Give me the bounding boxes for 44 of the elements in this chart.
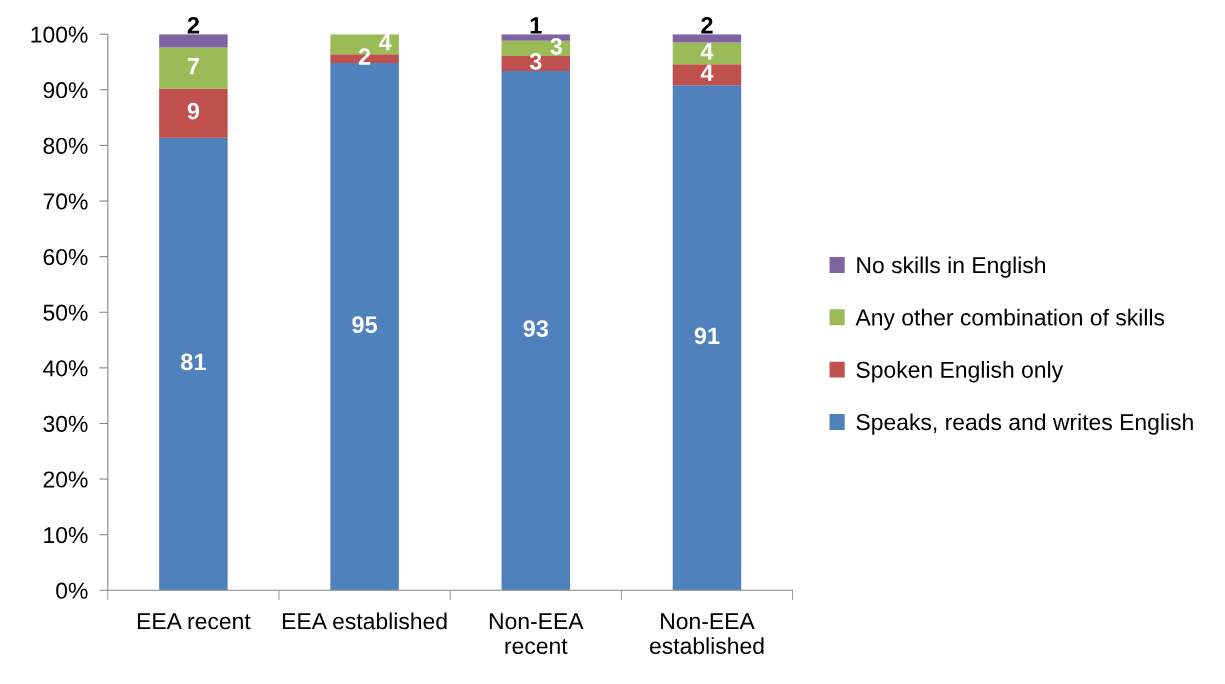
legend-label: Any other combination of skills: [855, 308, 1165, 331]
bar: [501, 55, 571, 71]
data-label: 95: [352, 316, 378, 334]
bar: [159, 88, 228, 138]
data-label: 2: [187, 16, 200, 34]
bar: [159, 47, 228, 89]
x-tick-label: Non-EEA recent: [489, 613, 584, 655]
bar: [672, 34, 742, 43]
y-tick-label: 50%: [43, 304, 88, 321]
x-tick-label: Non-EEA established: [649, 613, 764, 655]
bar: [672, 64, 742, 86]
data-label: 4: [700, 64, 714, 81]
data-label: 91: [694, 327, 720, 345]
data-label: 2: [701, 16, 713, 34]
bar: [159, 34, 228, 48]
y-tick-label: 10%: [44, 526, 88, 544]
data-label: 3: [529, 53, 542, 70]
data-label: 4: [700, 43, 714, 60]
bar: [501, 70, 571, 591]
y-tick-label: 80%: [43, 137, 88, 154]
y-tick-label: 20%: [43, 471, 88, 488]
legend-label: Speaks, reads and writes English: [856, 413, 1193, 435]
x-tick-label: EEA recent: [137, 613, 251, 630]
y-tick-label: 100%: [31, 26, 88, 43]
legend-label: Spoken English only: [856, 361, 1064, 383]
x-tick-label: EEA established: [283, 612, 447, 630]
data-label: 4: [378, 34, 392, 51]
bar: [159, 137, 228, 591]
legend-label: No skills in English: [857, 256, 1045, 278]
data-label: 9: [187, 102, 200, 120]
y-tick-label: 0%: [56, 582, 88, 599]
bar: [672, 42, 742, 65]
y-tick-label: 60%: [43, 248, 88, 266]
y-tick-label: 30%: [43, 415, 88, 432]
data-label: 93: [523, 320, 549, 337]
bar: [672, 85, 742, 591]
y-tick-label: 90%: [43, 82, 88, 99]
data-label: 81: [181, 353, 206, 371]
data-label: 3: [550, 38, 563, 55]
y-tick-label: 70%: [43, 193, 88, 210]
data-label: 1: [530, 17, 542, 34]
data-label: 7: [187, 57, 199, 75]
bar: [330, 63, 399, 591]
y-tick-label: 40%: [43, 360, 88, 377]
